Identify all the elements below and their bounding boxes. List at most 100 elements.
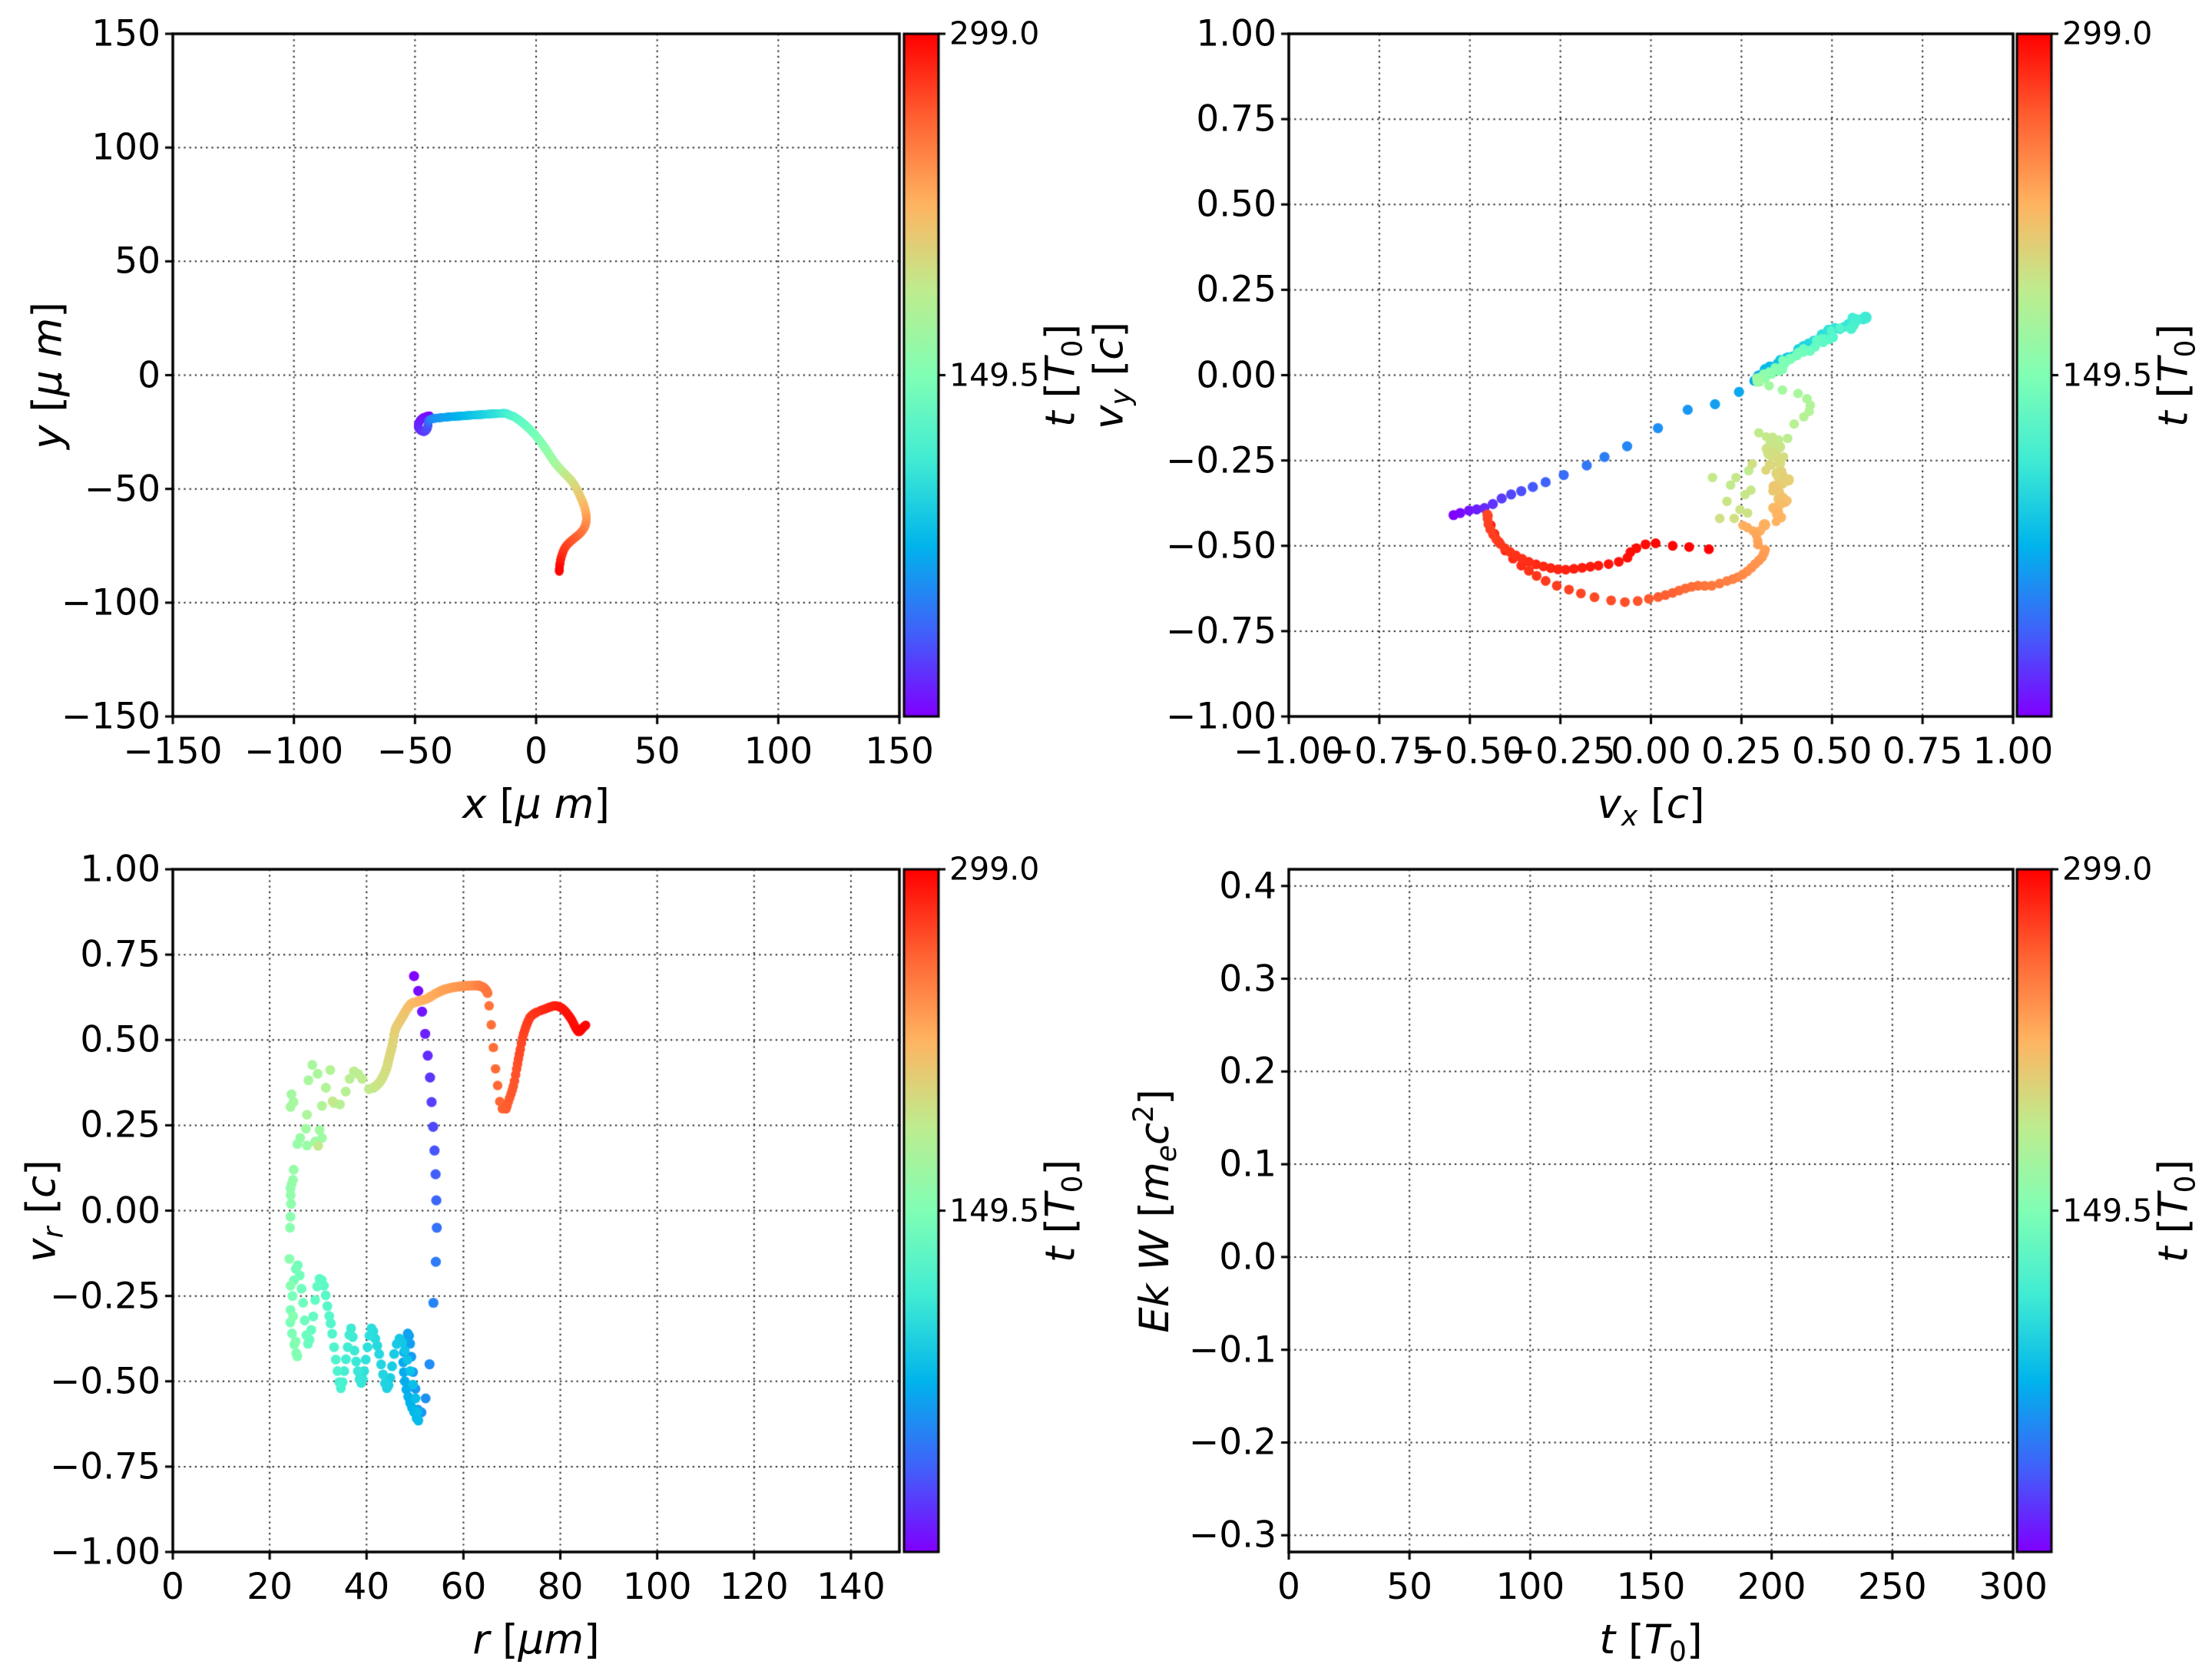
label-segment: t: [1599, 1616, 1616, 1663]
y-tick-label: −150: [61, 695, 161, 738]
label-segment: 0: [1057, 339, 1089, 357]
label-segment: t: [2150, 410, 2197, 427]
x-tick-label: 40: [343, 1566, 390, 1608]
y-tick-label: −0.3: [1188, 1514, 1277, 1557]
x-tick-label: 100: [1495, 1566, 1565, 1608]
y-tick-label: 1.00: [80, 848, 161, 891]
y-tick-label: −1.00: [1165, 695, 1277, 738]
label-segment: c: [18, 1175, 65, 1198]
y-tick-label: −0.75: [1165, 610, 1277, 653]
x-tick-label: −150: [123, 730, 223, 773]
label-segment: T: [1644, 1616, 1670, 1663]
x-tick-label: 60: [440, 1566, 487, 1608]
label-segment: ]: [1688, 781, 1705, 828]
colorbar-tick-label: 299.0: [2062, 15, 2153, 52]
y-tick-label: 0.1: [1219, 1143, 1277, 1186]
label-segment: [: [2150, 1217, 2197, 1246]
label-segment: μ: [24, 369, 71, 396]
label-segment: e: [1151, 1144, 1183, 1162]
y-tick-label: 100: [91, 126, 161, 169]
x-tick-label: −100: [244, 730, 344, 773]
x-tick-label: −0.25: [1505, 730, 1616, 773]
x-tick-label: −1.00: [1233, 730, 1345, 773]
x-tick-label: 300: [1979, 1566, 2048, 1608]
label-segment: ]: [1131, 1088, 1178, 1105]
axis-y-label: vy [c]: [1085, 321, 1137, 429]
label-segment: ]: [1037, 1159, 1084, 1176]
axis-y-label: y [μ m]: [24, 301, 71, 449]
colorbar-tick-label: 149.5: [2062, 1192, 2153, 1229]
y-tick-label: 0.3: [1219, 958, 1277, 1001]
y-tick-label: −0.50: [1165, 524, 1277, 567]
axis-x-label: x [μ m]: [462, 784, 610, 825]
label-segment: T: [2150, 356, 2197, 382]
y-tick-label: 0.2: [1219, 1050, 1277, 1093]
label-segment: r: [472, 1616, 490, 1663]
y-tick-label: 1.00: [1196, 12, 1277, 55]
y-tick-label: −1.00: [49, 1530, 161, 1573]
label-segment: Ek W: [1131, 1229, 1178, 1333]
y-tick-label: 0.00: [1196, 354, 1277, 396]
label-segment: v: [18, 1237, 65, 1262]
label-segment: m: [24, 317, 71, 370]
y-tick-label: 150: [91, 12, 161, 55]
x-tick-label: 0: [525, 730, 548, 773]
y-tick-label: 0.00: [80, 1190, 161, 1232]
x-tick-label: −0.50: [1414, 730, 1525, 773]
label-segment: x: [1621, 801, 1638, 833]
label-segment: m: [1131, 1161, 1178, 1202]
label-segment: [: [1615, 1616, 1644, 1663]
label-segment: ]: [24, 301, 71, 318]
colorbar-tick-label: 149.5: [949, 356, 1040, 393]
x-tick-label: 140: [816, 1566, 886, 1608]
x-tick-label: 0.50: [1791, 730, 1873, 773]
label-segment: [: [1037, 1217, 1084, 1246]
y-tick-label: −0.50: [49, 1360, 161, 1403]
x-tick-label: 50: [1386, 1566, 1433, 1608]
label-segment: [: [18, 1197, 65, 1227]
x-tick-label: 80: [537, 1566, 584, 1608]
x-tick-label: 1.00: [1972, 730, 2054, 773]
colorbar-tick-label: 299.0: [2062, 850, 2153, 888]
y-tick-label: −0.25: [49, 1275, 161, 1318]
label-segment: μm: [518, 1616, 584, 1663]
y-tick-label: −0.1: [1188, 1329, 1277, 1372]
label-segment: T: [1037, 356, 1084, 382]
axis-x-label: r [μm]: [472, 1620, 599, 1660]
label-segment: [: [1085, 359, 1133, 389]
label-segment: [: [1131, 1201, 1178, 1230]
axis-y-label: Ek W [mec2]: [1128, 1088, 1183, 1333]
y-tick-label: −0.75: [49, 1445, 161, 1488]
label-segment: x: [462, 781, 487, 828]
x-tick-label: 0.75: [1882, 730, 1963, 773]
label-segment: r: [38, 1226, 70, 1238]
x-tick-label: 150: [865, 730, 934, 773]
label-segment: v: [1597, 781, 1621, 828]
label-segment: t: [1037, 1246, 1084, 1262]
label-segment: ]: [18, 1159, 65, 1176]
label-segment: μ: [515, 781, 541, 828]
y-tick-label: 0.50: [80, 1018, 161, 1061]
axis-x-label: t [T0]: [1599, 1620, 1702, 1666]
label-segment: ]: [1686, 1616, 1703, 1663]
y-tick-label: −50: [84, 468, 161, 511]
y-tick-label: 0.4: [1219, 865, 1277, 908]
y-tick-label: 0.25: [80, 1104, 161, 1147]
x-tick-label: 200: [1737, 1566, 1806, 1608]
x-tick-label: 20: [247, 1566, 293, 1608]
y-tick-label: 50: [114, 240, 161, 283]
label-segment: ]: [584, 1616, 600, 1663]
label-segment: v: [1085, 405, 1133, 429]
label-segment: t: [1037, 410, 1084, 427]
label-segment: [: [1037, 382, 1084, 411]
label-segment: ]: [1037, 323, 1084, 340]
label-segment: [: [24, 395, 71, 425]
label-segment: 0: [1669, 1636, 1687, 1669]
y-tick-label: 0.25: [1196, 268, 1277, 311]
x-tick-label: −50: [376, 730, 453, 773]
y-tick-label: 0.0: [1219, 1236, 1277, 1279]
label-segment: [: [486, 781, 515, 828]
y-tick-label: −100: [61, 581, 161, 624]
x-tick-label: 0: [161, 1566, 184, 1608]
